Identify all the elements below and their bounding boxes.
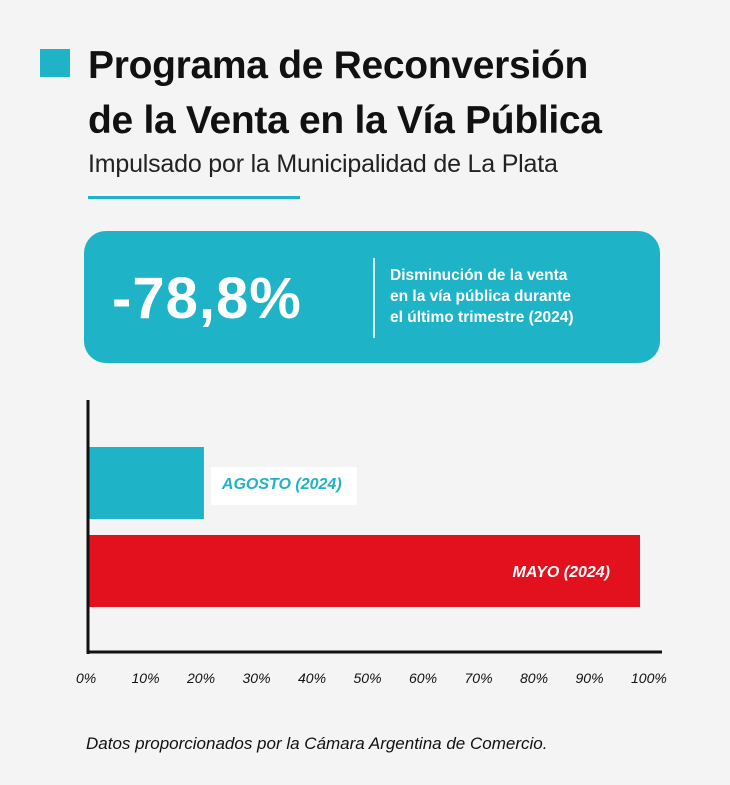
x-tick-label: 40% <box>298 670 326 686</box>
page-subtitle: Impulsado por la Municipalidad de La Pla… <box>88 150 558 178</box>
x-tick-label: 70% <box>465 670 493 686</box>
bar-label-mayo: MAYO (2024) <box>512 564 610 581</box>
x-tick-label: 30% <box>243 670 271 686</box>
bar-label-agosto: AGOSTO (2024) <box>221 476 342 493</box>
x-tick-label: 80% <box>520 670 548 686</box>
x-tick-label: 90% <box>576 670 604 686</box>
callout-divider <box>373 258 375 338</box>
source-note: Datos proporcionados por la Cámara Argen… <box>86 734 548 753</box>
callout-desc-line-3: el último trimestre (2024) <box>390 309 574 326</box>
x-tick-label: 50% <box>354 670 382 686</box>
callout-desc-line-2: en la vía pública durante <box>390 288 571 305</box>
subtitle-underline <box>88 196 300 199</box>
bar-chart: AGOSTO (2024) MAYO (2024) 0% 10% 20% 30% 40% 5… <box>76 400 667 686</box>
x-tick-label: 20% <box>186 670 215 686</box>
title-line-2: de la Venta en la Vía Pública <box>88 99 602 142</box>
callout-description: Disminución de la venta en la vía públic… <box>390 265 652 328</box>
callout-value: -78,8% <box>112 266 302 331</box>
bar-label-background <box>210 467 357 505</box>
bar-mayo <box>88 535 640 607</box>
x-tick-label: 10% <box>132 670 160 686</box>
x-tick-label: 0% <box>76 670 96 686</box>
x-tick-label: 100% <box>631 670 667 686</box>
highlight-callout: -78,8% Disminución de la venta en la vía… <box>84 231 660 363</box>
x-tick-label: 60% <box>409 670 437 686</box>
callout-desc-line-1: Disminución de la venta <box>390 267 568 284</box>
title-line-1: Programa de Reconversión <box>88 44 588 87</box>
title-square-icon <box>40 49 70 77</box>
bar-agosto <box>88 447 204 519</box>
page-title: Programa de Reconversión de la Venta en … <box>88 38 602 148</box>
